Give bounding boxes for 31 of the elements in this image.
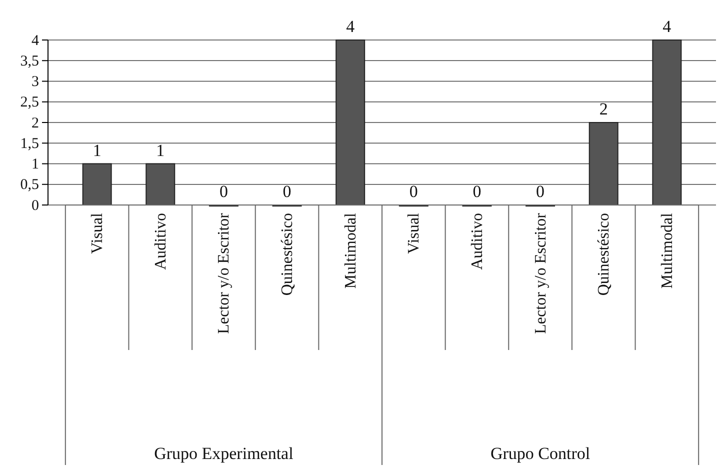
data-label: 1 (156, 140, 165, 160)
y-tick-label: 0 (32, 198, 39, 214)
text: Grupo Control (490, 444, 590, 463)
y-tick-label: 0,5 (20, 177, 39, 194)
y-tick-label: 4 (32, 32, 40, 49)
data-label: 0 (472, 182, 482, 201)
x-tick-label: Multimodal (658, 212, 676, 289)
x-tick-label: Multimodal (342, 212, 360, 289)
y-tick-label: 1,5 (20, 136, 39, 152)
data-label: 0 (219, 182, 228, 201)
x-tick-label: Visual (406, 212, 423, 254)
data-label: 2 (599, 100, 608, 118)
y-tick-label: 3 (32, 74, 39, 90)
x-tick-label: Quinestésico (279, 213, 296, 296)
data-label: 4 (346, 17, 356, 36)
data-label: 0 (282, 182, 292, 201)
y-tick-label: 2,5 (20, 94, 39, 111)
x-tick-label: Auditivo (468, 213, 486, 270)
y-tick-label: 1 (32, 156, 39, 173)
text: Grupo Experimental (154, 444, 294, 463)
x-tick-label: Lector y/o Escritor (216, 212, 233, 334)
data-label: 1 (92, 140, 102, 160)
y-tick-label: 2 (32, 115, 39, 132)
x-tick-label: Lector y/o Escritor (532, 212, 550, 334)
x-tick-label: Visual (89, 212, 106, 254)
x-tick-label: Quinestésico (596, 213, 613, 296)
y-tick-label: 3,5 (20, 53, 39, 70)
data-label: 0 (536, 182, 545, 201)
data-label: 0 (409, 182, 418, 201)
data-label: 4 (662, 17, 672, 36)
x-tick-label: Auditivo (152, 213, 170, 270)
